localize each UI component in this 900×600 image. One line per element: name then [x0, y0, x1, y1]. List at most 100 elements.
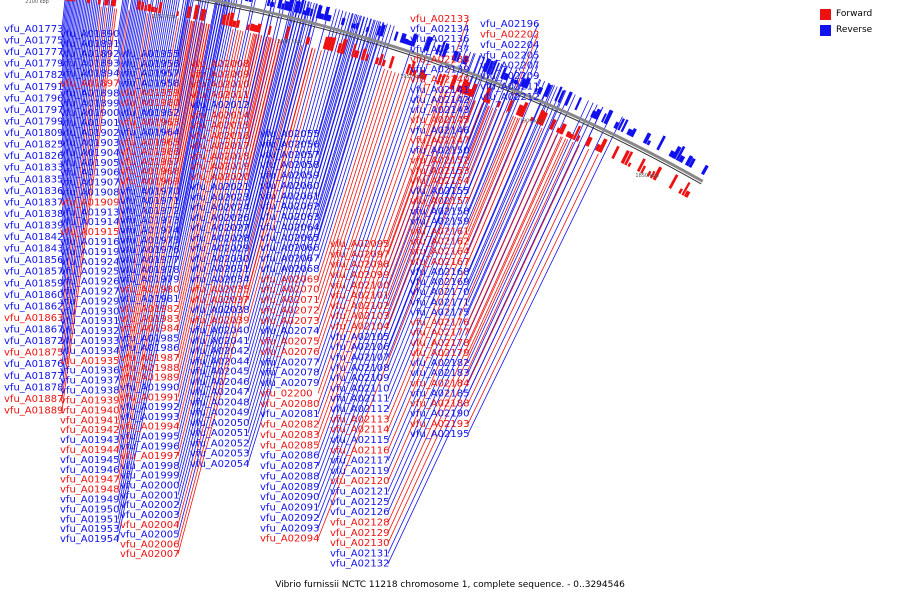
reverse-feature — [617, 118, 626, 131]
forward-feature — [568, 133, 575, 140]
label-connector — [387, 90, 448, 255]
forward-gene-label: vfu_A02080 — [260, 399, 319, 410]
label-connector — [387, 100, 476, 327]
reverse-gene-label: vfu_A02175 — [410, 307, 469, 318]
reverse-gene-label: vfu_A01995 — [120, 432, 179, 443]
label-connector — [177, 0, 254, 339]
label-connector — [467, 121, 528, 263]
forward-gene-label: vfu_A01969 — [120, 177, 179, 188]
reverse-gene-label: vfu_A02092 — [260, 513, 319, 524]
feature-track — [59, 0, 709, 198]
forward-gene-label: vfu_A01875 — [4, 348, 63, 359]
forward-feature — [456, 84, 462, 93]
forward-feature — [388, 55, 395, 69]
label-connector — [467, 55, 482, 90]
forward-gene-label: vfu_A02152 — [410, 156, 469, 167]
reverse-feature — [510, 78, 515, 84]
reverse-gene-label: vfu_A01998 — [120, 461, 179, 472]
label-connector — [117, 0, 178, 342]
reverse-feature — [642, 132, 652, 145]
label-connector — [525, 44, 539, 74]
reverse-feature — [543, 83, 553, 98]
reverse-gene-label: vfu_A02205 — [480, 50, 539, 61]
label-connector — [467, 69, 518, 192]
forward-gene-label: vfu_A02076 — [260, 347, 319, 358]
reverse-feature — [684, 155, 694, 167]
reverse-gene-label: vfu_A01872 — [4, 336, 63, 347]
reverse-feature — [574, 97, 583, 111]
reverse-gene-label: vfu_A01951 — [60, 514, 119, 525]
label-connector — [317, 14, 359, 155]
forward-feature — [360, 48, 368, 61]
forward-feature — [462, 81, 471, 95]
label-connector — [177, 0, 277, 417]
label-connector — [247, 1, 309, 239]
forward-feature — [469, 83, 478, 98]
forward-feature — [620, 150, 630, 165]
reverse-gene-label: vfu_A01833 — [4, 163, 63, 174]
reverse-gene-label: vfu_A02107 — [330, 352, 389, 363]
label-connector — [317, 62, 500, 529]
reverse-feature — [280, 3, 285, 10]
reverse-feature — [461, 55, 469, 65]
reverse-gene-label: vfu_A02207 — [480, 61, 539, 72]
reverse-gene-label: vfu_A01836 — [4, 186, 63, 197]
label-connector — [61, 0, 72, 87]
reverse-gene-label: vfu_A02111 — [330, 394, 389, 405]
reverse-gene-label: vfu_A01925 — [60, 267, 119, 278]
reverse-feature — [490, 59, 498, 75]
label-connector — [177, 0, 194, 84]
forward-gene-label: vfu_A02073 — [260, 316, 319, 327]
forward-gene-label: vfu_A02167 — [410, 257, 469, 268]
reverse-gene-label: vfu_A01972 — [120, 206, 179, 217]
reverse-gene-label: vfu_A02142 — [410, 95, 469, 106]
chromosome-backbone — [203, 0, 704, 183]
label-connector — [177, 0, 238, 280]
label-connector — [460, 28, 469, 49]
reverse-gene-label: vfu_A01975 — [120, 235, 179, 246]
forward-gene-label: vfu_A01887 — [4, 394, 63, 405]
label-connector — [177, 0, 297, 476]
reverse-gene-label: vfu_A01901 — [60, 118, 119, 129]
label-connector — [117, 20, 190, 411]
label-connector — [61, 0, 70, 64]
label-connector — [247, 20, 380, 454]
gene-labels: vfu_A01773vfu_A01775vfu_A01777vfu_A01779… — [4, 14, 539, 570]
reverse-feature — [301, 9, 306, 15]
reverse-gene-label: vfu_A02034 — [190, 274, 249, 285]
reverse-gene-label: vfu_A01926 — [60, 277, 119, 288]
reverse-gene-label: vfu_A01903 — [60, 138, 119, 149]
forward-gene-label: vfu_A01915 — [60, 227, 119, 238]
reverse-feature — [393, 31, 399, 41]
label-connector — [61, 0, 113, 376]
label-connector — [247, 48, 316, 300]
label-connector — [61, 0, 67, 41]
reverse-gene-label: vfu_A01964 — [120, 127, 179, 138]
label-connector — [117, 0, 127, 54]
reverse-gene-label: vfu_A01777 — [4, 47, 63, 58]
reverse-gene-label: vfu_A01894 — [60, 69, 119, 80]
label-connector — [317, 70, 392, 301]
label-connector — [317, 15, 362, 166]
reverse-feature — [423, 36, 433, 52]
reverse-feature — [600, 113, 607, 123]
label-connector — [61, 0, 105, 330]
reverse-gene-label: vfu_A02150 — [410, 146, 469, 157]
reverse-gene-label: vfu_A01867 — [4, 325, 63, 336]
forward-gene-label: vfu_A01968 — [120, 167, 179, 178]
reverse-gene-label: vfu_A02062 — [260, 202, 319, 213]
reverse-gene-label: vfu_A02048 — [190, 397, 249, 408]
reverse-gene-label: vfu_A02047 — [190, 387, 249, 398]
forward-feature — [519, 101, 529, 118]
label-connector — [387, 94, 460, 286]
reverse-gene-label: vfu_A01970 — [120, 186, 179, 197]
label-connector — [387, 139, 569, 533]
legend: Forward Reverse — [820, 6, 872, 38]
reverse-gene-label: vfu_A01797 — [4, 105, 63, 116]
label-connector — [177, 33, 254, 368]
label-connector — [247, 16, 365, 413]
label-connector — [177, 37, 271, 427]
label-connector — [117, 0, 142, 153]
label-connector — [247, 8, 337, 331]
reverse-gene-label: vfu_A02027 — [190, 223, 249, 234]
